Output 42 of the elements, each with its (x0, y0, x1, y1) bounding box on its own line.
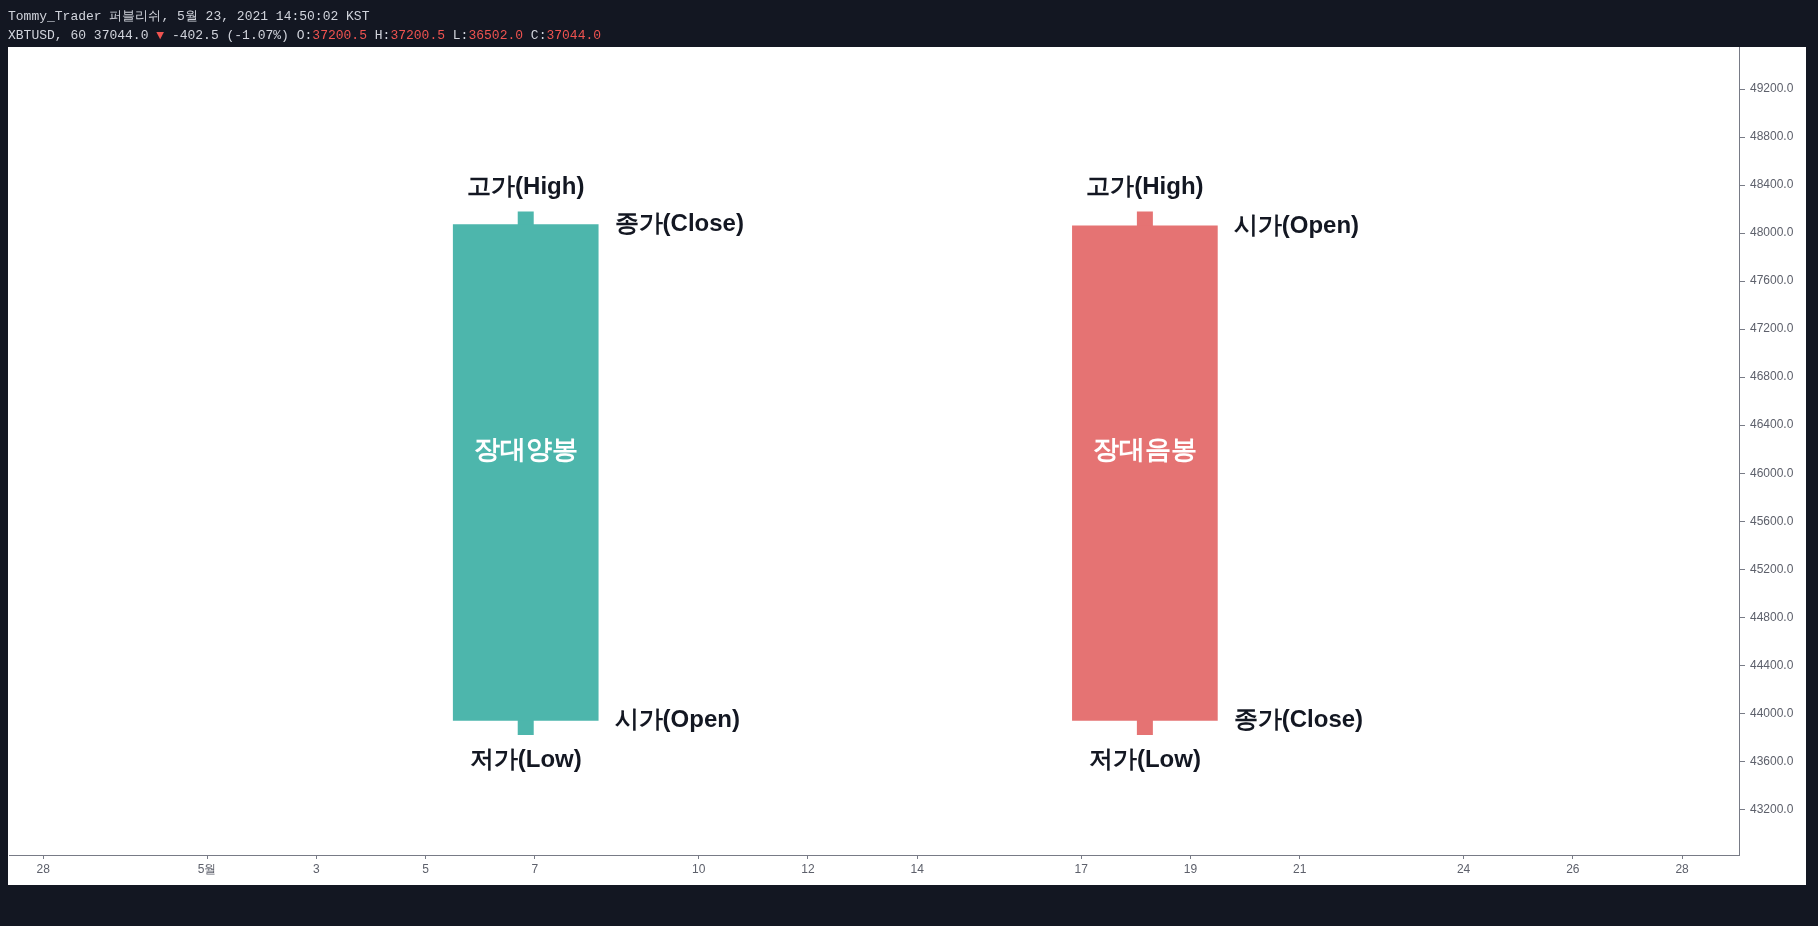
y-tick-label: 43200.0 (1750, 801, 1794, 816)
annotation: 종가(Close) (614, 209, 744, 237)
x-tick-label: 28 (36, 861, 51, 876)
x-tick-label: 14 (910, 861, 925, 876)
y-tick-label: 44400.0 (1750, 657, 1794, 672)
annotation: 고가(High) (467, 172, 585, 200)
y-tick-label: 47600.0 (1750, 273, 1794, 288)
annotation: 장대음봉 (1092, 434, 1197, 465)
x-tick-label: 17 (1074, 861, 1089, 876)
annotation: 시가(Open) (1233, 210, 1360, 238)
x-tick-label: 10 (692, 861, 706, 876)
text: XBTUSD, 60 37044.0 ▼ -402.5 (-1.07%) O:37200.5 H:37200.5 L:36502.0 C:37044.0 (8, 28, 602, 43)
y-tick-label: 48400.0 (1750, 177, 1794, 192)
y-tick-label: 45200.0 (1750, 561, 1794, 576)
y-tick-label: 44800.0 (1750, 609, 1794, 624)
annotation: 장대양봉 (473, 433, 578, 464)
y-tick-label: 48800.0 (1750, 129, 1794, 144)
x-tick-label: 24 (1456, 861, 1471, 876)
y-tick-label: 47200.0 (1750, 321, 1794, 336)
annotation: 저가(Low) (1088, 744, 1201, 772)
y-tick-label: 45600.0 (1750, 513, 1794, 528)
x-tick-label: 7 (531, 861, 539, 876)
x-tick-label: 5 (422, 861, 430, 876)
annotation: 시가(Open) (614, 705, 740, 733)
y-tick-label: 48000.0 (1750, 225, 1794, 240)
y-tick-label: 43600.0 (1750, 753, 1794, 768)
x-tick-label: 3 (312, 861, 320, 876)
x-tick-label: 21 (1292, 861, 1307, 876)
annotation: 저가(Low) (469, 744, 582, 772)
x-tick-label: 19 (1183, 861, 1198, 876)
x-tick-label: 5월 (197, 861, 217, 876)
y-tick-label: 49200.0 (1750, 81, 1794, 96)
annotation: 종가(Close) (1233, 705, 1364, 733)
annotation: 고가(High) (1086, 172, 1204, 200)
chart-title: Tommy_Trader 퍼블리쉬, 5월 23, 2021 14:50:02 KST (8, 8, 371, 26)
y-tick-label: 46000.0 (1750, 465, 1794, 480)
x-tick-label: 28 (1675, 861, 1690, 876)
y-tick-label: 44000.0 (1750, 705, 1794, 720)
y-tick-label: 46400.0 (1750, 417, 1794, 432)
x-tick-label: 12 (801, 861, 815, 876)
y-tick-label: 46800.0 (1750, 369, 1794, 384)
x-tick-label: 26 (1566, 861, 1580, 876)
